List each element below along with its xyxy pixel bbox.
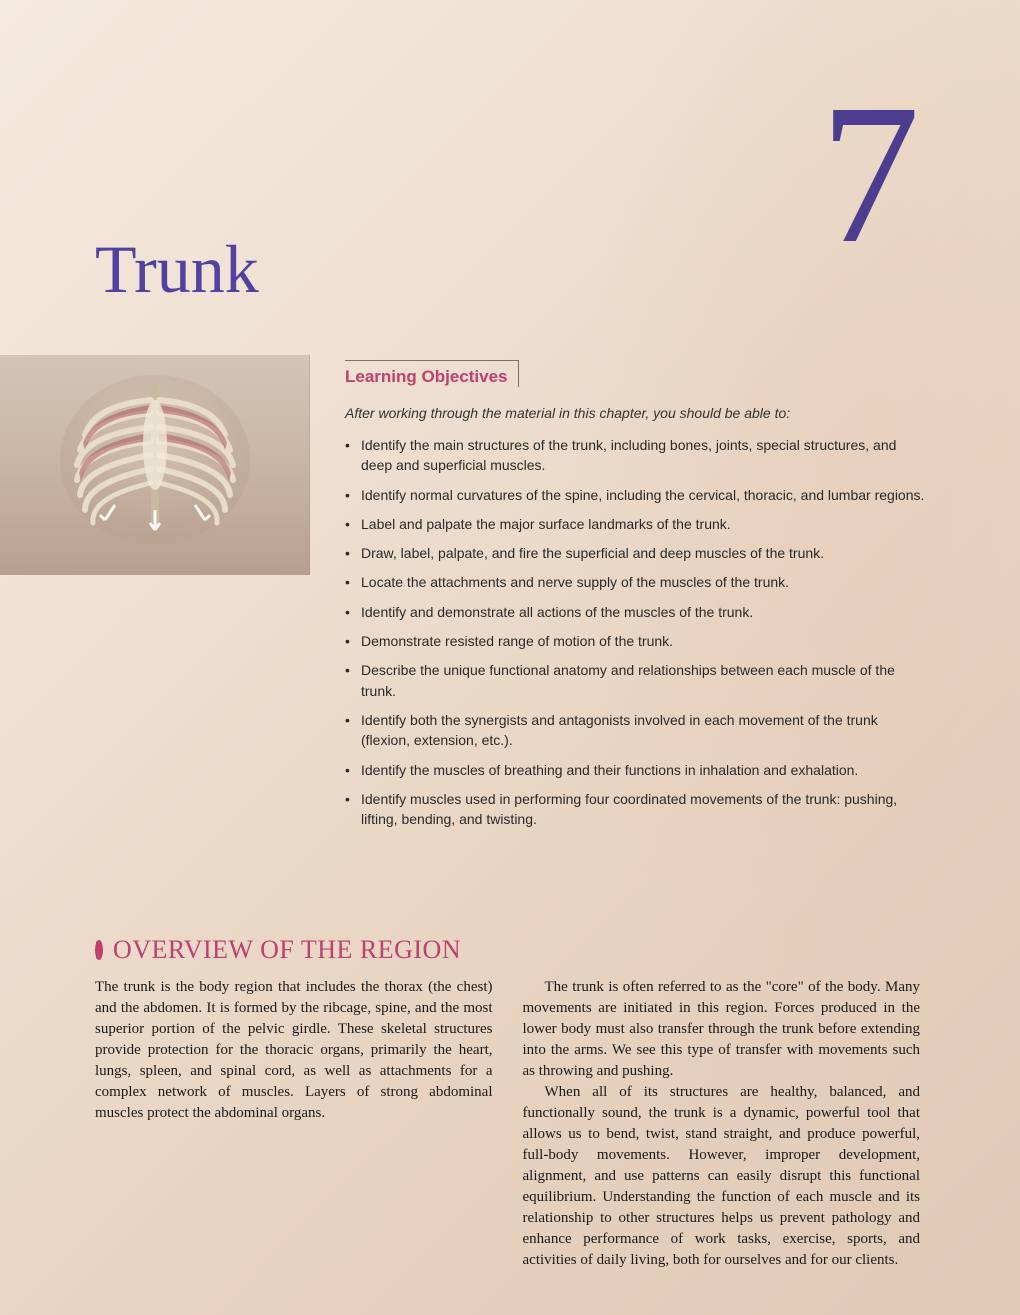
section-marker-icon <box>95 939 105 961</box>
overview-body-text: The trunk is the body region that includ… <box>95 977 920 1271</box>
anatomy-ribcage-image <box>0 355 310 575</box>
objective-item: Describe the unique functional anatomy a… <box>345 660 925 701</box>
section-heading-container: OVERVIEW OF THE REGION <box>95 935 920 965</box>
objective-item: Identify muscles used in performing four… <box>345 789 925 830</box>
learning-objectives-heading: Learning Objectives <box>345 360 519 387</box>
learning-objectives-list: Identify the main structures of the trun… <box>345 435 925 829</box>
overview-section: OVERVIEW OF THE REGION The trunk is the … <box>95 935 920 1271</box>
ribcage-illustration <box>55 375 255 555</box>
overview-paragraph: The trunk is the body region that includ… <box>95 979 493 1121</box>
objective-item: Draw, label, palpate, and fire the super… <box>345 543 925 563</box>
overview-paragraph: The trunk is often referred to as the "c… <box>523 977 921 1082</box>
objective-item: Label and palpate the major surface land… <box>345 514 925 534</box>
chapter-number: 7 <box>820 75 920 275</box>
objective-item: Identify both the synergists and antagon… <box>345 710 925 751</box>
chapter-title: Trunk <box>95 230 259 309</box>
objective-item: Locate the attachments and nerve supply … <box>345 572 925 592</box>
objective-item: Identify the main structures of the trun… <box>345 435 925 476</box>
objective-item: Demonstrate resisted range of motion of … <box>345 631 925 651</box>
learning-objectives-section: Learning Objectives After working throug… <box>345 360 925 838</box>
objective-item: Identify and demonstrate all actions of … <box>345 602 925 622</box>
overview-paragraph: When all of its structures are healthy, … <box>523 1082 921 1271</box>
learning-objectives-intro: After working through the material in th… <box>345 405 925 421</box>
overview-heading: OVERVIEW OF THE REGION <box>113 935 461 965</box>
objective-item: Identify normal curvatures of the spine,… <box>345 485 925 505</box>
objective-item: Identify the muscles of breathing and th… <box>345 760 925 780</box>
